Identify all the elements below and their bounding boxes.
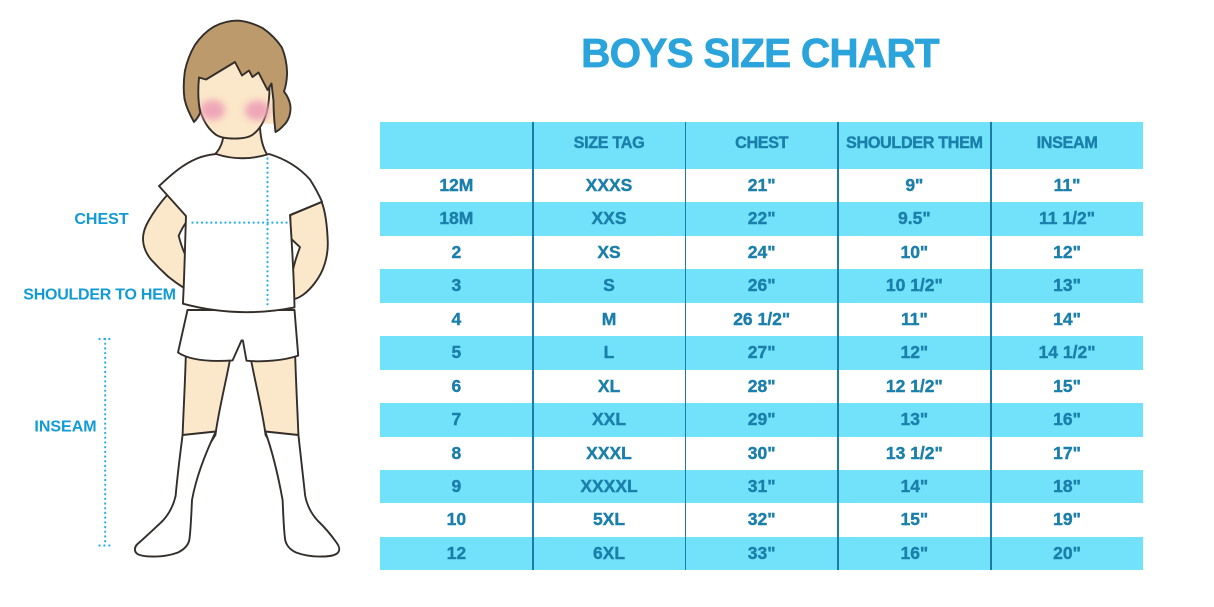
- svg-text:INSEAM: INSEAM: [34, 419, 96, 436]
- svg-text:CHEST: CHEST: [74, 211, 128, 228]
- svg-text:SHOULDER TO HEM: SHOULDER TO HEM: [23, 287, 175, 304]
